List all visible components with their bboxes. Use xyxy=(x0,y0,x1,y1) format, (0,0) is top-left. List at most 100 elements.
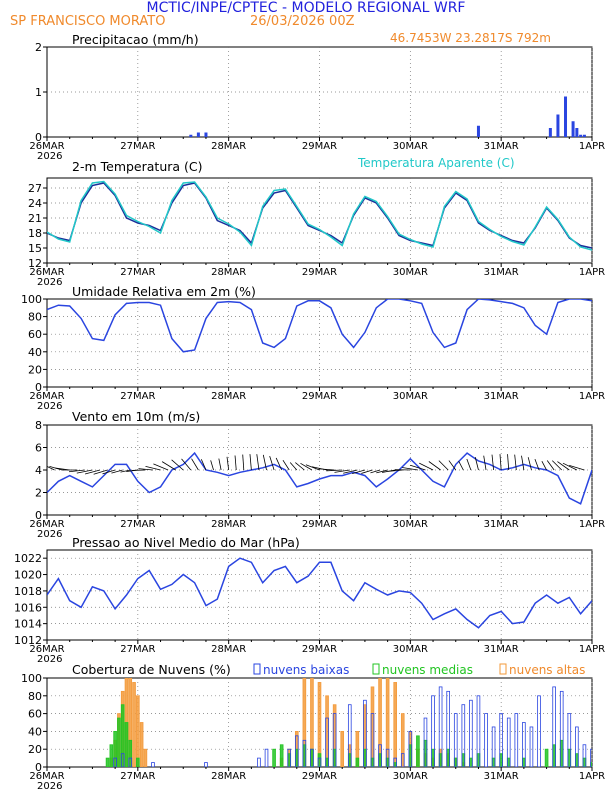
cloud-bar-2 xyxy=(132,682,136,767)
cloud-bar-0 xyxy=(453,713,458,767)
x-tick-label: 29MAR xyxy=(302,771,337,782)
wind-arrow xyxy=(161,461,176,471)
cloud-bar-1 xyxy=(416,735,420,767)
series-line-1 xyxy=(47,180,592,251)
panels: 26MAR 27MAR 28MAR 29MAR 30MAR 31MAR 1APR 2026 0 1… xyxy=(14,32,605,792)
plot-area xyxy=(189,96,605,137)
cloud-bar-0 xyxy=(575,726,579,767)
cloud-bar-0 xyxy=(552,686,556,767)
cloud-bar-0 xyxy=(408,731,413,767)
x-tick-label: 1APR xyxy=(579,519,605,530)
wind-arrow xyxy=(153,463,169,471)
x-tick-label: 27MAR xyxy=(120,519,155,530)
cloud-bar-2 xyxy=(302,678,307,767)
wind-arrow xyxy=(120,469,131,473)
x-tick-label: 26MAR xyxy=(29,771,64,782)
wind-arrow xyxy=(428,461,441,471)
cloud-bar-2 xyxy=(393,682,397,767)
cloud-bar-1 xyxy=(332,748,337,767)
year-label: 2026 xyxy=(37,151,62,162)
cloud-bar-1 xyxy=(393,762,397,767)
cloud-bar-0 xyxy=(506,717,511,767)
y-tick-label: 1022 xyxy=(14,552,42,565)
y-tick-label: 0 xyxy=(35,509,42,522)
panel-title: Precipitacao (mm/h) xyxy=(72,32,199,47)
panel-title: 2-m Temperatura (C) xyxy=(72,159,203,174)
panel-rh: 26MAR 27MAR 28MAR 29MAR 30MAR 31MAR 1APR 2026 0 2… xyxy=(21,284,605,412)
wind-arrow xyxy=(289,462,298,471)
cloud-bar-0 xyxy=(332,713,337,767)
cloud-bar-1 xyxy=(294,748,299,767)
x-tick-label: 31MAR xyxy=(484,519,519,530)
x-tick-label: 29MAR xyxy=(302,519,337,530)
panel-precip: 26MAR 27MAR 28MAR 29MAR 30MAR 31MAR 1APR 2026 0 1… xyxy=(29,32,605,162)
precip-bar xyxy=(579,134,583,137)
cloud-bar-0 xyxy=(120,753,125,767)
cloud-bar-2 xyxy=(325,695,329,767)
precip-bar xyxy=(196,132,200,137)
cloud-bar-0 xyxy=(325,717,329,767)
wind-arrow xyxy=(466,458,472,471)
wind-arrow xyxy=(361,469,373,474)
x-tick-label: 31MAR xyxy=(484,267,519,278)
wind-arrow xyxy=(527,457,532,471)
legend-label: nuvens medias xyxy=(382,663,473,677)
cloud-bar-1 xyxy=(438,753,443,767)
plot-area xyxy=(47,451,592,505)
wind-arrow xyxy=(318,468,335,471)
model-title: MCTIC/INPE/CPTEC - MODELO REGIONAL WRF xyxy=(147,0,466,16)
cloud-bar-1 xyxy=(385,757,390,767)
cloud-bar-0 xyxy=(257,757,261,767)
x-tick-label: 30MAR xyxy=(393,644,428,655)
y-tick-label: 40 xyxy=(28,346,42,359)
x-tick-label: 28MAR xyxy=(211,771,246,782)
cloud-bar-1 xyxy=(431,748,435,767)
cloud-bar-0 xyxy=(294,735,299,767)
cloud-bar-0 xyxy=(363,699,367,767)
wind-arrow xyxy=(326,469,343,472)
wind-arrow xyxy=(499,454,502,471)
cloud-bar-2 xyxy=(378,678,382,767)
x-tick-label: 28MAR xyxy=(211,391,246,402)
y-tick-label: 80 xyxy=(28,311,42,324)
x-tick-label: 28MAR xyxy=(211,644,246,655)
cloud-bar-1 xyxy=(590,762,592,767)
wind-arrow xyxy=(546,460,555,471)
panel-clouds: 26MAR 27MAR 28MAR 29MAR 30MAR 31MAR 1APR 2026 0 2… xyxy=(21,662,605,792)
x-tick-label: 31MAR xyxy=(484,391,519,402)
wind-arrow xyxy=(557,461,570,471)
wind-arrow xyxy=(68,469,85,473)
cloud-bar-1 xyxy=(552,744,556,767)
cloud-bar-0 xyxy=(491,726,496,767)
cloud-bar-0 xyxy=(529,726,534,767)
x-tick-label: 27MAR xyxy=(120,141,155,152)
cloud-bar-1 xyxy=(124,722,129,767)
x-tick-label: 26MAR xyxy=(29,141,64,152)
cloud-bar-0 xyxy=(204,762,208,767)
wind-arrow xyxy=(218,458,222,471)
cloud-bar-1 xyxy=(567,748,572,767)
wind-arrow xyxy=(111,469,123,474)
wind-arrow xyxy=(47,466,55,471)
x-tick-label: 31MAR xyxy=(484,771,519,782)
cloud-bar-1 xyxy=(575,753,579,767)
cloud-bar-0 xyxy=(431,695,435,767)
x-tick-label: 31MAR xyxy=(484,644,519,655)
wind-arrow xyxy=(181,458,192,471)
plot-area xyxy=(105,678,592,767)
y-tick-label: 2 xyxy=(35,487,42,500)
wind-arrow xyxy=(541,460,547,471)
cloud-bar-0 xyxy=(446,690,450,767)
cloud-bar-1 xyxy=(105,757,110,767)
wind-arrow xyxy=(282,459,290,471)
x-tick-label: 1APR xyxy=(579,141,605,152)
cloud-bar-1 xyxy=(544,748,549,767)
y-tick-label: 21 xyxy=(28,212,42,225)
y-tick-label: 80 xyxy=(28,690,42,703)
precip-bar xyxy=(602,128,605,137)
x-tick-label: 1APR xyxy=(579,644,605,655)
cloud-bar-0 xyxy=(559,690,564,767)
x-tick-label: 31MAR xyxy=(484,141,519,152)
wind-arrow xyxy=(419,462,434,471)
x-tick-label: 26MAR xyxy=(29,644,64,655)
